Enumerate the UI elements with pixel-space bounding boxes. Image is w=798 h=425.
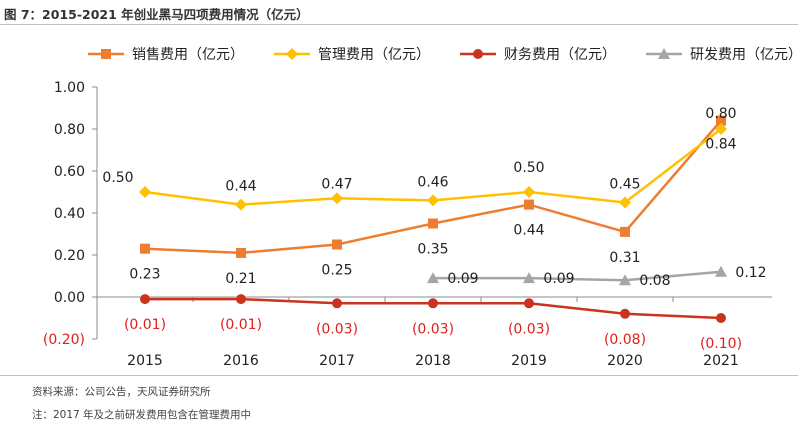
data-label: 0.35 bbox=[417, 242, 448, 258]
data-label: 0.44 bbox=[513, 223, 544, 239]
legend-item-admin: 管理费用（亿元） bbox=[272, 44, 430, 64]
x-tick-label: 2019 bbox=[511, 353, 547, 369]
data-label: (0.01) bbox=[124, 317, 166, 333]
y-tick-label: 0.60 bbox=[54, 164, 85, 180]
data-point-circle bbox=[140, 294, 150, 305]
line-chart: (0.20) 0.00 0.20 0.40 0.60 0.80 1.00 2015 2016 20… bbox=[43, 80, 772, 369]
x-tick-label: 2016 bbox=[223, 353, 259, 369]
data-label-layer: 0.23 0.21 0.25 0.35 0.44 0.31 0.84 0.50 0.44 0.47… bbox=[102, 106, 766, 352]
data-point-diamond bbox=[523, 186, 535, 198]
legend-key-triangle-icon bbox=[646, 48, 682, 59]
footnote: 注：2017 年及之前研发费用包含在管理费用中 bbox=[32, 409, 252, 421]
data-label: 0.84 bbox=[705, 137, 736, 153]
data-point-circle bbox=[716, 313, 726, 323]
data-label: 0.25 bbox=[321, 263, 352, 279]
data-point-diamond bbox=[331, 192, 343, 205]
x-tick-label: 2018 bbox=[415, 353, 451, 369]
data-label: 0.08 bbox=[639, 273, 670, 289]
series-line-3 bbox=[433, 270, 722, 282]
data-label: 0.50 bbox=[513, 160, 544, 176]
legend-label-finance: 财务费用（亿元） bbox=[504, 47, 616, 63]
data-point-square bbox=[716, 115, 726, 126]
data-label: 0.09 bbox=[543, 271, 574, 287]
data-label: 0.46 bbox=[417, 174, 448, 190]
data-point-square bbox=[140, 243, 150, 254]
legend-key-square-icon bbox=[88, 49, 124, 59]
data-point-square bbox=[620, 226, 630, 237]
data-point-triangle bbox=[715, 265, 727, 277]
data-point-square bbox=[524, 199, 534, 210]
x-tick-label: 2020 bbox=[607, 353, 643, 369]
legend-item-rnd: 研发费用（亿元） bbox=[644, 44, 798, 64]
data-point-square bbox=[428, 218, 438, 229]
data-point-square bbox=[236, 247, 246, 258]
data-label: 0.31 bbox=[609, 250, 640, 266]
data-point-circle bbox=[428, 298, 438, 309]
data-label: 0.50 bbox=[102, 170, 133, 186]
data-point-diamond bbox=[139, 186, 151, 198]
data-label: (0.03) bbox=[508, 321, 550, 337]
data-point-triangle bbox=[619, 274, 631, 286]
title-divider bbox=[0, 24, 798, 25]
data-point-circle bbox=[236, 294, 246, 305]
data-label: (0.01) bbox=[220, 317, 262, 333]
series-layer bbox=[139, 115, 727, 323]
data-point-diamond bbox=[235, 198, 247, 211]
x-tick-label: 2021 bbox=[703, 353, 739, 369]
data-label: (0.10) bbox=[700, 336, 742, 352]
legend-label-rnd: 研发费用（亿元） bbox=[690, 47, 798, 63]
y-tick-label: (0.20) bbox=[43, 332, 85, 348]
figure-title: 图 7：2015-2021 年创业黑马四项费用情况（亿元） bbox=[4, 7, 309, 22]
legend-item-sales: 销售费用（亿元） bbox=[86, 44, 244, 64]
data-label: 0.12 bbox=[735, 265, 766, 281]
source-note: 资料来源：公司公告，天风证券研究所 bbox=[32, 386, 211, 398]
x-tick-label: 2015 bbox=[127, 353, 163, 369]
data-point-triangle bbox=[523, 272, 535, 284]
data-point-diamond bbox=[619, 196, 631, 209]
data-label: 0.45 bbox=[609, 177, 640, 193]
data-label: 0.44 bbox=[225, 179, 256, 195]
data-point-diamond bbox=[427, 194, 439, 207]
x-tick-label: 2017 bbox=[319, 353, 355, 369]
data-point-circle bbox=[332, 298, 342, 309]
data-point-diamond bbox=[715, 123, 727, 135]
data-label: 0.09 bbox=[447, 271, 478, 287]
data-point-triangle bbox=[427, 272, 439, 284]
footer-divider bbox=[0, 375, 798, 376]
data-label: (0.03) bbox=[316, 321, 358, 337]
legend-item-finance: 财务费用（亿元） bbox=[458, 44, 616, 64]
y-tick-label: 0.20 bbox=[54, 248, 85, 264]
data-label: 0.47 bbox=[321, 176, 352, 192]
data-label: (0.03) bbox=[412, 321, 454, 337]
y-tick-label: 0.00 bbox=[54, 290, 85, 306]
data-point-circle bbox=[620, 308, 630, 319]
y-tick-label: 0.80 bbox=[54, 122, 85, 138]
data-label: (0.08) bbox=[604, 332, 646, 348]
data-label: 0.80 bbox=[705, 106, 736, 122]
legend-key-diamond-icon bbox=[274, 48, 310, 60]
legend-label-admin: 管理费用（亿元） bbox=[318, 47, 430, 63]
legend-label-sales: 销售费用（亿元） bbox=[132, 47, 244, 63]
legend-key-circle-icon bbox=[460, 49, 496, 59]
y-tick-label: 0.40 bbox=[54, 206, 85, 222]
y-tick-label: 1.00 bbox=[54, 80, 85, 96]
chart-legend: 销售费用（亿元） 管理费用（亿元） 财务费用（亿元） 研发费用（亿元） bbox=[86, 44, 798, 64]
data-label: 0.21 bbox=[225, 271, 256, 287]
data-point-circle bbox=[524, 298, 534, 309]
axis-layer: (0.20) 0.00 0.20 0.40 0.60 0.80 1.00 2015 2016 20… bbox=[43, 80, 772, 369]
data-point-square bbox=[332, 239, 342, 250]
data-label: 0.23 bbox=[129, 267, 160, 283]
